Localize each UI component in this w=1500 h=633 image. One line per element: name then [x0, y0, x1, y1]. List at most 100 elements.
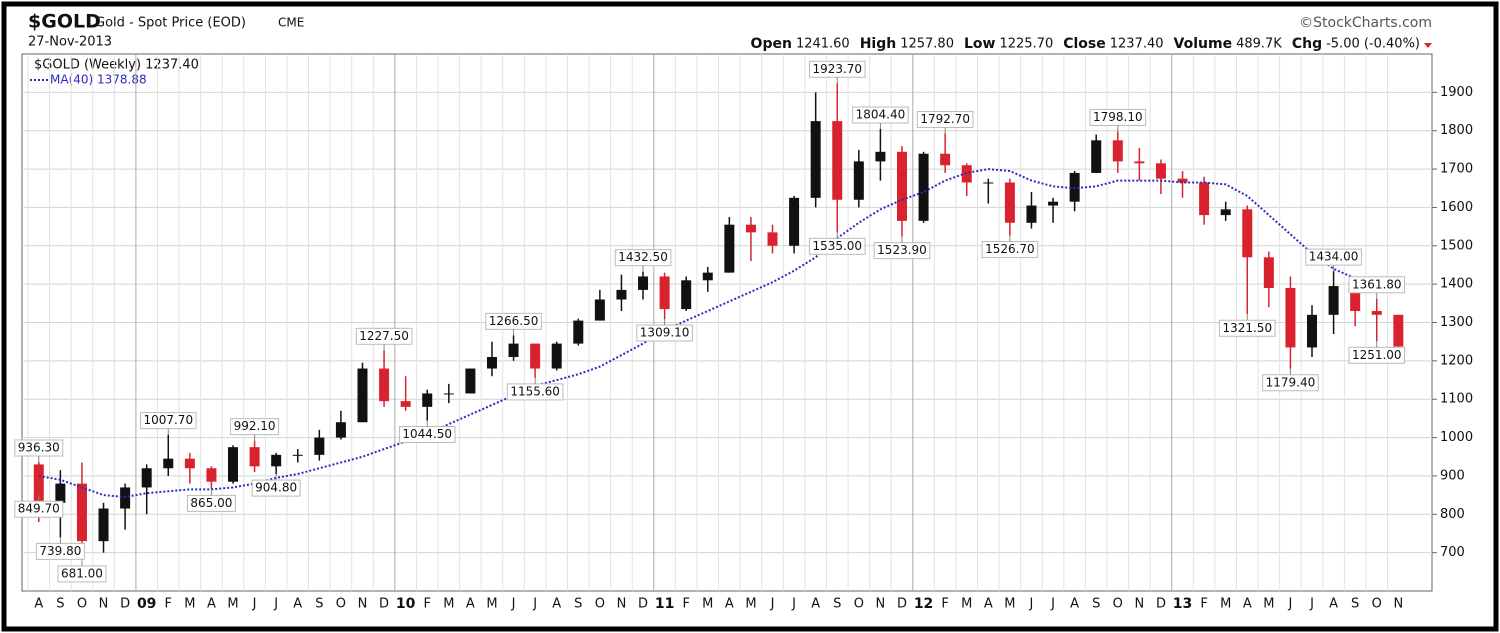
x-tick-label: M — [486, 597, 497, 612]
stat-key: Low — [964, 36, 996, 52]
annotation-label: 1044.50 — [402, 427, 452, 441]
x-tick-label: S — [56, 597, 64, 612]
stat-key: Close — [1063, 36, 1106, 52]
annotation-label: 739.80 — [39, 544, 81, 558]
candle-body — [443, 393, 454, 395]
x-tick-label: M — [1220, 597, 1231, 612]
annotation-label: 1179.40 — [1266, 375, 1316, 389]
x-tick-label: S — [1092, 597, 1100, 612]
x-tick-label: A — [293, 597, 302, 612]
y-tick-label: 1200 — [1440, 353, 1473, 368]
exchange: CME — [278, 16, 304, 30]
y-tick-label: 1400 — [1440, 277, 1473, 292]
x-tick-label: F — [682, 597, 689, 612]
candle-body — [616, 289, 627, 300]
x-tick-label: M — [961, 597, 972, 612]
x-tick-label: D — [379, 597, 389, 612]
x-tick-label: A — [811, 597, 820, 612]
candle-body — [1285, 287, 1296, 348]
candle-body — [681, 280, 692, 310]
candle-body — [853, 161, 864, 200]
stat-key: Volume — [1174, 36, 1233, 52]
x-tick-label: S — [1351, 597, 1359, 612]
x-tick-label: M — [1004, 597, 1015, 612]
annotation-label: 1361.80 — [1352, 277, 1402, 291]
y-tick-label: 900 — [1440, 468, 1465, 483]
candle-body — [1004, 182, 1015, 223]
annotation-label: 865.00 — [190, 496, 232, 510]
x-tick-label: 09 — [137, 596, 156, 612]
candle-body — [724, 224, 735, 273]
candle-body — [1091, 140, 1102, 173]
candle-body — [767, 232, 778, 246]
annotation-label: 1266.50 — [489, 314, 539, 328]
chart-subtitle: Gold - Spot Price (EOD) — [95, 16, 246, 31]
x-tick-label: A — [1329, 597, 1338, 612]
candle-body — [508, 343, 519, 358]
x-tick-label: A — [984, 597, 993, 612]
annotation-label: 1923.70 — [812, 62, 862, 76]
annotation-label: 1251.00 — [1352, 348, 1402, 362]
x-tick-label: A — [1070, 597, 1079, 612]
x-tick-label: A — [466, 597, 475, 612]
x-tick-label: M — [745, 597, 756, 612]
candle-body — [1393, 314, 1404, 347]
x-tick-label: A — [207, 597, 216, 612]
candle-body — [551, 343, 562, 369]
x-tick-label: M — [227, 597, 238, 612]
annotation-label: 1804.40 — [856, 108, 906, 122]
annotation-label: 1523.90 — [877, 243, 927, 257]
annotation-label: 1526.70 — [985, 242, 1035, 256]
candle-body — [98, 508, 109, 542]
candle-body — [1350, 286, 1361, 311]
annotation-label: 1798.10 — [1093, 110, 1143, 124]
candle-body — [1048, 201, 1059, 206]
x-tick-label: N — [617, 597, 627, 612]
x-tick-label: A — [725, 597, 734, 612]
legend-main: $GOLD (Weekly) 1237.40 — [34, 58, 199, 73]
candle-body — [1155, 163, 1166, 179]
candle-body — [1263, 257, 1274, 288]
annotation-label: 936.30 — [18, 441, 60, 455]
candle-body — [379, 368, 390, 402]
candle-body — [1112, 140, 1123, 162]
x-tick-label: A — [34, 597, 43, 612]
stat-key: Open — [751, 36, 792, 52]
annotation-label: 1227.50 — [359, 329, 409, 343]
x-tick-label: O — [1372, 597, 1382, 612]
candle-body — [249, 447, 260, 467]
candle-body — [1134, 161, 1145, 164]
candle-body — [918, 153, 929, 221]
annotation-label: 681.00 — [61, 566, 103, 580]
candle-body — [55, 483, 66, 503]
x-tick-label: J — [1029, 597, 1034, 612]
x-tick-label: J — [273, 597, 278, 612]
candle-body — [530, 343, 541, 369]
y-tick-label: 1000 — [1440, 430, 1473, 445]
x-tick-label: 11 — [655, 596, 674, 612]
y-tick-label: 1500 — [1440, 238, 1473, 253]
x-tick-label: M — [1263, 597, 1274, 612]
y-tick-label: 800 — [1440, 507, 1465, 522]
y-tick-label: 1600 — [1440, 200, 1473, 215]
candle-body — [1177, 178, 1188, 183]
candle-body — [573, 320, 584, 344]
x-tick-label: F — [423, 597, 430, 612]
x-tick-label: S — [574, 597, 582, 612]
x-tick-label: J — [1050, 597, 1055, 612]
x-tick-label: O — [336, 597, 346, 612]
x-tick-label: D — [897, 597, 907, 612]
candle-body — [163, 458, 174, 469]
x-tick-label: M — [443, 597, 454, 612]
x-tick-label: F — [165, 597, 172, 612]
legend-ma: MA(40) 1378.88 — [50, 73, 147, 87]
candle-body — [357, 368, 368, 423]
x-tick-label: F — [941, 597, 948, 612]
annotation-label: 1792.70 — [920, 112, 970, 126]
x-tick-label: D — [1156, 597, 1166, 612]
x-tick-label: 13 — [1173, 596, 1192, 612]
annotation-label: 1434.00 — [1309, 250, 1359, 264]
x-tick-label: J — [770, 597, 775, 612]
y-tick-label: 700 — [1440, 545, 1465, 560]
